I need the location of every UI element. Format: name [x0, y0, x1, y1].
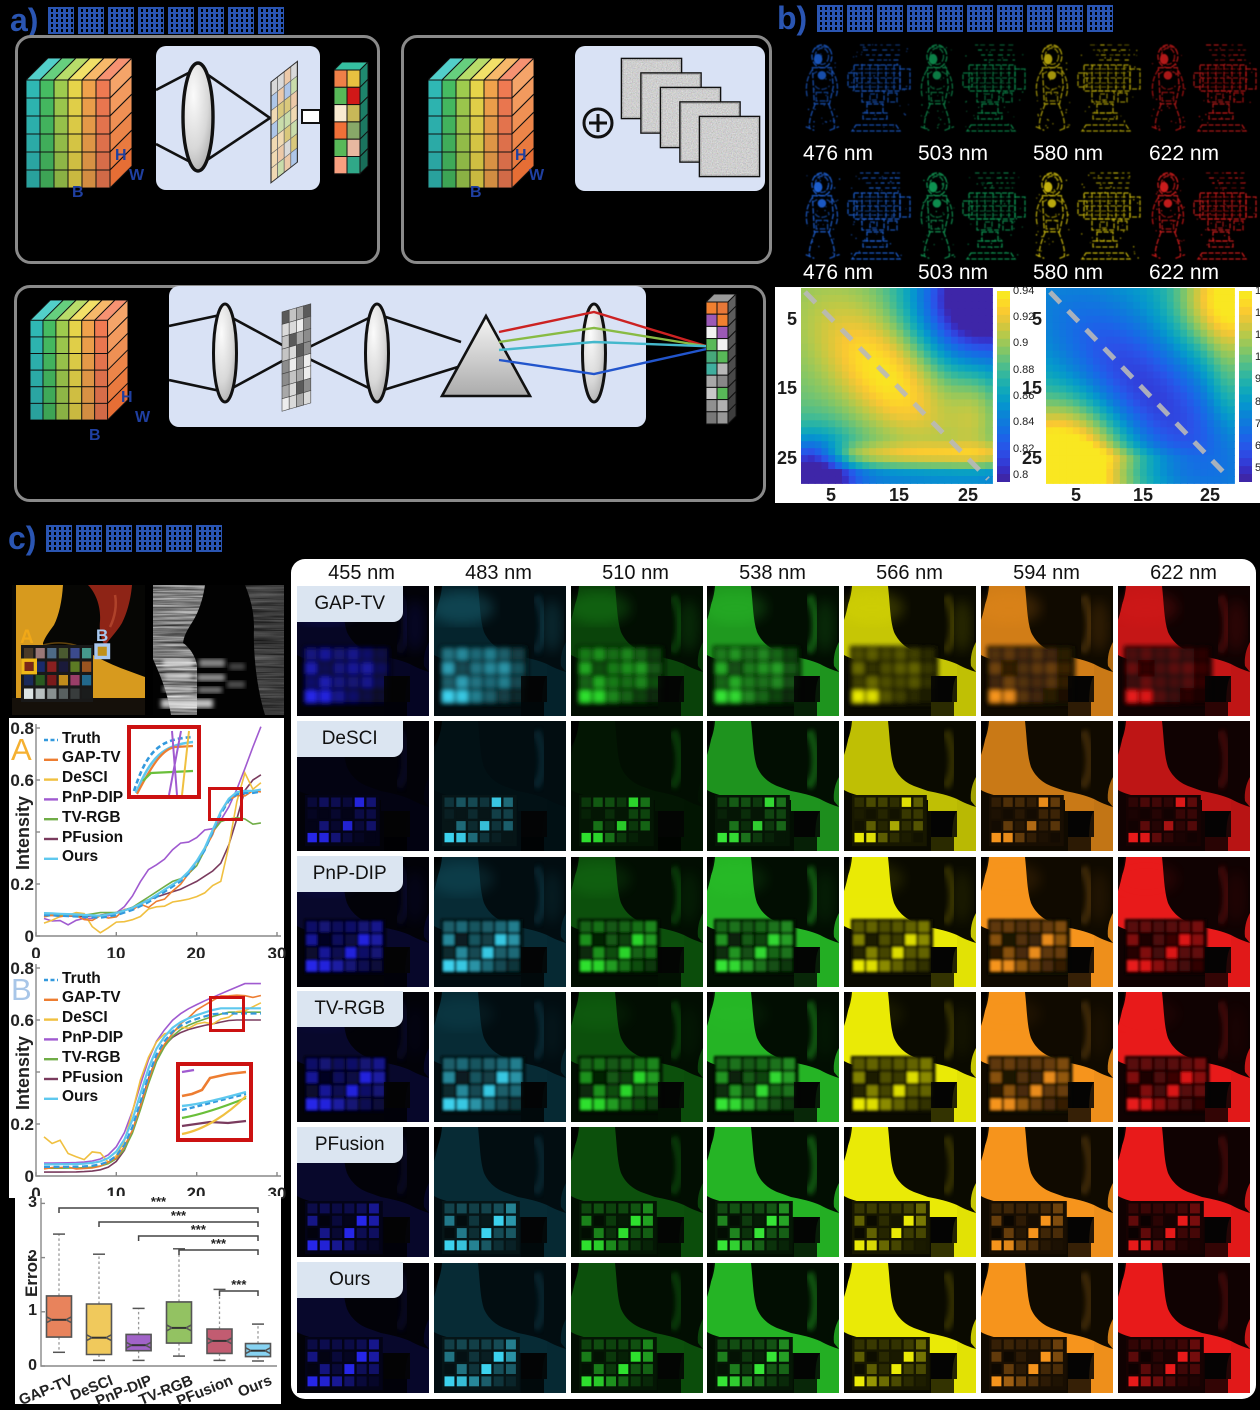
svg-text:***: ***: [191, 1222, 207, 1237]
svg-text:***: ***: [231, 1277, 247, 1292]
svg-text:***: ***: [151, 1196, 167, 1209]
svg-text:B: B: [96, 626, 108, 645]
svg-text:***: ***: [211, 1236, 227, 1251]
svg-text:***: ***: [171, 1208, 187, 1223]
svg-text:A: A: [20, 627, 34, 648]
